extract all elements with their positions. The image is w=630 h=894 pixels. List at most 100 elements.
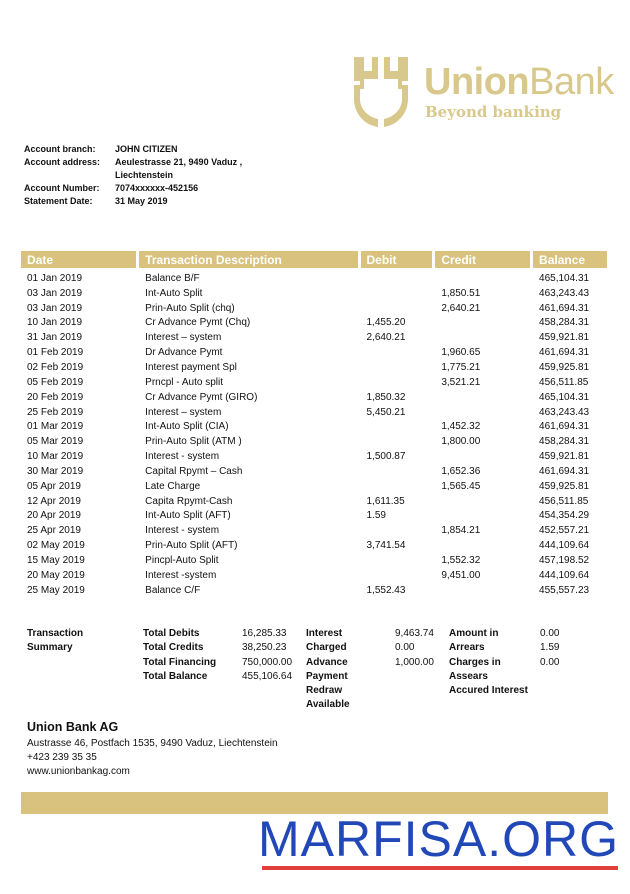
table-row: 25 Feb 2019 Interest – system 5,450.21 463,… (21, 404, 608, 420)
table-row: 10 Mar 2019 Interest - system 1,500.87 459,… (21, 449, 608, 464)
table-row: 20 May 2019 Interest -system 9,451.00 444,1… (21, 567, 608, 583)
summary-item: Total Balance (143, 670, 208, 682)
table-row: 02 Feb 2019 Interest payment Spl 1,775.21 4… (21, 360, 608, 375)
summary-item: Charges in (449, 656, 501, 668)
cell-date: 15 May 2019 (21, 553, 140, 568)
cell-balance: 459,921.81 (531, 330, 608, 346)
cell-date: 30 Mar 2019 (21, 463, 140, 479)
cell-date: 05 Feb 2019 (21, 374, 140, 390)
table-row: 30 Mar 2019 Capital Rpymt – Cash 1,652.36 4… (21, 463, 608, 479)
cell-debit (359, 285, 436, 301)
cell-date: 03 Jan 2019 (21, 285, 140, 301)
brand-name: UnionBank (424, 61, 614, 103)
table-row: 05 Apr 2019 Late Charge 1,565.45 459,925.81 (21, 478, 608, 494)
summary-item: Amount in (449, 628, 499, 639)
table-row: 31 Jan 2019 Interest – system 2,640.21 459,… (21, 330, 608, 346)
cell-debit (359, 271, 436, 286)
summary-values-arrears: 0.00 1.59 0.00 (540, 627, 559, 670)
cell-credit (433, 271, 534, 286)
cell-balance: 463,243.43 (531, 285, 608, 301)
cell-balance: 459,921.81 (531, 449, 608, 464)
summary-item: Charged (306, 642, 347, 654)
cell-description: Balance C/F (137, 582, 361, 598)
label: Statement Date: (24, 196, 93, 206)
statement-date: 31 May 2019 (115, 196, 168, 206)
cell-description: Interest - system (137, 523, 361, 539)
cell-date: 01 Feb 2019 (21, 345, 140, 361)
cell-debit: 1,552.43 (359, 582, 436, 598)
cell-debit: 1,850.32 (359, 389, 436, 405)
cell-balance: 459,925.81 (531, 478, 608, 494)
account-info: Account branch: JOHN CITIZEN Account addr… (24, 143, 242, 208)
cell-date: 01 Mar 2019 (21, 419, 140, 435)
brand-tagline: Beyond banking (425, 103, 562, 121)
cell-balance: 465,104.31 (531, 271, 608, 286)
summary-labels-interest: Interest Charged Advance Payment Redraw Avail… (306, 627, 350, 713)
cell-date: 20 May 2019 (21, 567, 140, 583)
summary-item: Interest (306, 628, 343, 639)
cell-description: Interest -system (137, 567, 361, 583)
cell-balance: 459,925.81 (531, 360, 608, 375)
cell-date: 31 Jan 2019 (21, 330, 140, 346)
cell-balance: 458,284.31 (531, 434, 608, 450)
cell-debit (359, 434, 436, 450)
cell-date: 03 Jan 2019 (21, 300, 140, 316)
cell-debit: 5,450.21 (359, 404, 436, 420)
cell-description: Int-Auto Split (AFT) (137, 508, 361, 524)
label: Account Number: (24, 183, 100, 193)
footer-website: www.unionbankag.com (27, 766, 130, 777)
cell-credit: 1,854.21 (433, 523, 534, 539)
cell-balance: 455,557.23 (531, 582, 608, 598)
table-row: 25 Apr 2019 Interest - system 1,854.21 452,… (21, 523, 608, 539)
cell-date: 25 Apr 2019 (21, 523, 140, 539)
summary-values-interest: 9,463.74 0.00 1,000.00 (395, 627, 434, 670)
cell-debit (359, 374, 436, 390)
cell-description: Prncpl - Auto split (137, 374, 361, 390)
cell-description: Capital Rpymt – Cash (137, 463, 361, 479)
union-bank-logo: UnionBank Beyond banking (350, 55, 614, 130)
table-row: 01 Mar 2019 Int-Auto Split (CIA) 1,452.32 4… (21, 419, 608, 435)
cell-date: 10 Jan 2019 (21, 315, 140, 331)
cell-debit: 2,640.21 (359, 330, 436, 346)
cell-debit (359, 463, 436, 479)
cell-debit: 1,500.87 (359, 449, 436, 464)
cell-date: 05 Mar 2019 (21, 434, 140, 450)
cell-description: Prin-Auto Split (AFT) (137, 538, 361, 554)
cell-description: Capita Rpymt-Cash (137, 493, 361, 509)
cell-description: Interest - system (137, 449, 361, 464)
cell-description: Cr Advance Pymt (GIRO) (137, 389, 361, 405)
table-row: 05 Mar 2019 Prin-Auto Split (ATM ) 1,800.0… (21, 434, 608, 450)
watermark: MARFISA.ORG (258, 811, 620, 867)
summary-item: 1.59 (540, 642, 560, 654)
footer-title: Union Bank AG (27, 720, 119, 734)
cell-credit (433, 315, 534, 331)
cell-debit (359, 523, 436, 539)
cell-description: Interest – system (137, 330, 361, 346)
shield-logo-icon (354, 57, 408, 127)
cell-credit (433, 330, 534, 346)
account-branch: JOHN CITIZEN (115, 144, 178, 154)
summary-item: 0.00 (395, 642, 415, 654)
summary-item: 38,250.23 (242, 642, 287, 654)
summary-values-totals: 16,285.33 38,250.23 750,000.00 455,106.64 (242, 627, 292, 684)
table-row: 20 Feb 2019 Cr Advance Pymt (GIRO) 1,850.3… (21, 389, 608, 405)
cell-debit: 3,741.54 (359, 538, 436, 554)
cell-credit: 3,521.21 (433, 374, 534, 390)
table-row: 10 Jan 2019 Cr Advance Pymt (Chq) 1,455.20… (21, 315, 608, 331)
cell-debit (359, 300, 436, 316)
footer-phone: +423 239 35 35 (27, 752, 97, 763)
cell-description: Prin-Auto Split (ATM ) (137, 434, 361, 450)
cell-balance: 461,694.31 (531, 419, 608, 435)
cell-credit (433, 449, 534, 464)
cell-date: 10 Mar 2019 (21, 449, 140, 464)
cell-debit: 1,611.35 (359, 493, 436, 509)
footer-address: Austrasse 46, Postfach 1535, 9490 Vaduz,… (27, 738, 278, 749)
spacer (21, 268, 608, 271)
cell-description: Cr Advance Pymt (Chq) (137, 315, 361, 331)
summary-item: Total Financing (143, 656, 217, 668)
cell-date: 02 May 2019 (21, 538, 140, 554)
cell-description: Pincpl-Auto Split (137, 553, 361, 568)
summary-item: 16,285.33 (242, 628, 287, 639)
summary-labels-arrears: Amount in Arrears Charges in Assears Accured… (449, 627, 528, 698)
bank-footer: Union Bank AG Austrasse 46, Postfach 153… (27, 720, 278, 779)
